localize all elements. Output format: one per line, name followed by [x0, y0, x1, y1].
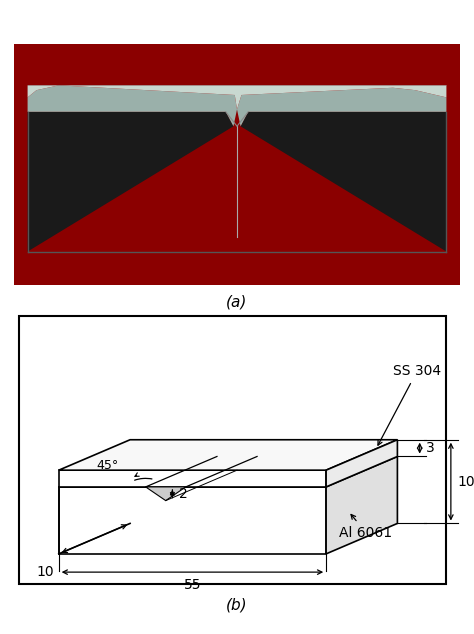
Bar [18, 316, 447, 585]
Polygon shape [146, 487, 186, 501]
Text: 10: 10 [36, 564, 54, 578]
Polygon shape [27, 86, 447, 110]
Polygon shape [27, 86, 237, 126]
Text: (b): (b) [226, 598, 248, 613]
Text: 3: 3 [426, 441, 435, 455]
Polygon shape [59, 470, 326, 487]
Polygon shape [59, 456, 397, 487]
Polygon shape [326, 440, 397, 487]
Polygon shape [59, 440, 397, 470]
Polygon shape [27, 112, 233, 252]
Text: 55: 55 [184, 578, 201, 592]
Text: (a): (a) [226, 295, 248, 310]
Text: 45°: 45° [97, 459, 119, 472]
Polygon shape [59, 487, 326, 554]
Polygon shape [326, 456, 397, 554]
Text: SS 304: SS 304 [378, 365, 441, 445]
Text: 2: 2 [179, 487, 188, 501]
Text: 10: 10 [457, 475, 474, 489]
Polygon shape [237, 87, 447, 126]
Text: Al 6061: Al 6061 [339, 514, 392, 540]
Polygon shape [241, 112, 447, 252]
